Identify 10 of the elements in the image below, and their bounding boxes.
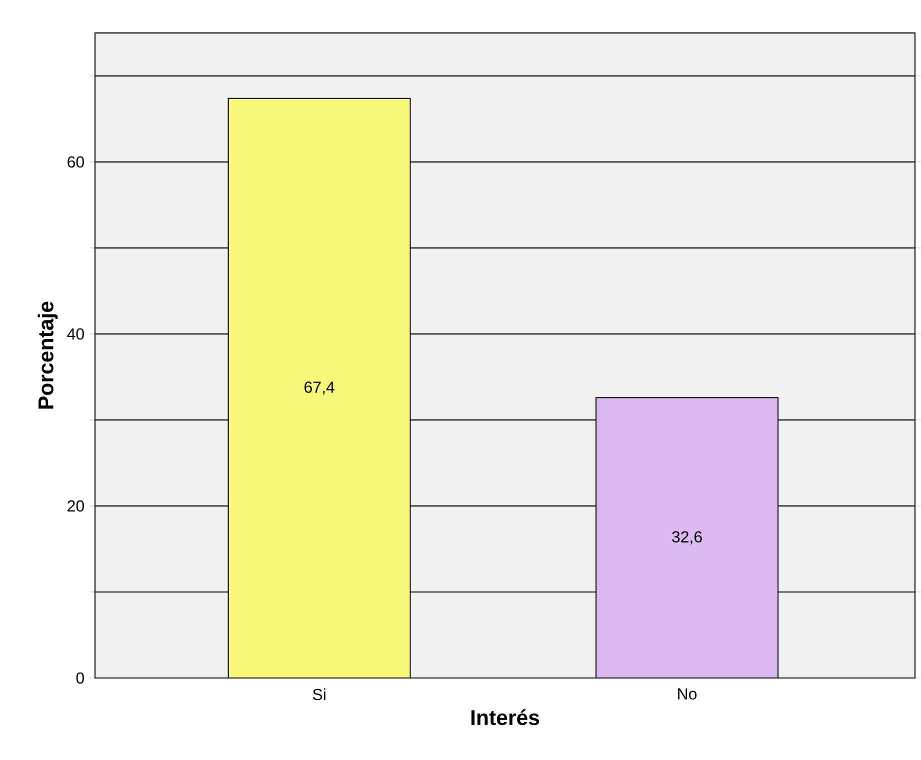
y-tick-label: 60 xyxy=(68,156,84,168)
y-tick-label: 0 xyxy=(76,672,84,684)
x-tick-label: No xyxy=(678,688,697,700)
x-axis-title: Interés xyxy=(471,709,540,726)
x-tick-label: Si xyxy=(312,688,326,700)
y-tick-label: 20 xyxy=(68,500,84,512)
y-axis-title: Porcentaje xyxy=(38,302,58,409)
data-label: 32,6 xyxy=(672,531,702,544)
y-tick-label: 40 xyxy=(67,328,84,340)
data-label: 67,4 xyxy=(304,382,334,395)
